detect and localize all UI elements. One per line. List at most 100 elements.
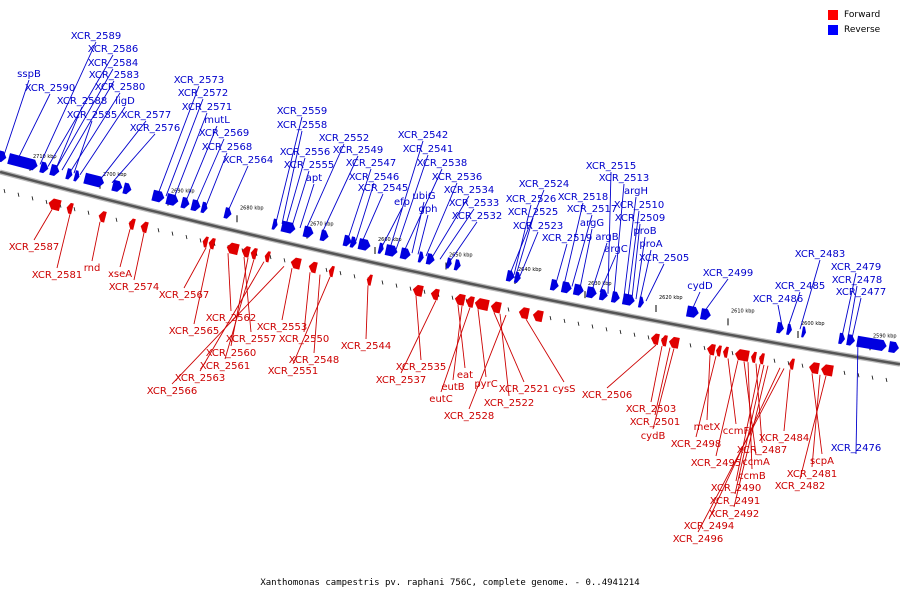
minor-tick [731, 351, 734, 356]
forward-gene-label: XCR_2482 [775, 481, 826, 492]
forward-leader-line [171, 265, 285, 385]
reverse-gene-arrow [621, 293, 635, 306]
forward-gene-label: scpA [810, 456, 834, 467]
minor-tick [451, 295, 454, 300]
reverse-gene-label: ubiG [412, 191, 435, 202]
forward-leader-line [477, 309, 487, 378]
forward-gene-arrow [366, 274, 373, 286]
reverse-leader-line [347, 168, 372, 240]
reverse-gene-arrow [685, 305, 699, 318]
forward-leader-line [183, 247, 207, 289]
legend-item-forward: Forward [828, 9, 890, 21]
forward-gene-arrow [716, 345, 722, 357]
forward-leader-line [695, 356, 717, 438]
reverse-gene-arrow [838, 332, 845, 345]
forward-gene-label: XCR_2491 [710, 496, 761, 507]
reverse-gene-arrow [151, 189, 165, 203]
reverse-gene-label: XCR_2584 [88, 58, 139, 69]
forward-gene-arrow [821, 364, 834, 377]
reverse-gene-label: XCR_2510 [614, 200, 665, 211]
forward-leader-line [292, 276, 331, 365]
minor-tick [269, 254, 272, 260]
reverse-leader-line [321, 155, 359, 234]
minor-tick [801, 363, 804, 368]
forward-gene-label: XCR_2521 [499, 384, 550, 395]
forward-gene-label: XCR_2562 [206, 313, 257, 324]
minor-tick [885, 377, 888, 383]
scale-tick-label: 2710 kbp [33, 154, 57, 160]
forward-leader-line [493, 312, 525, 383]
forward-leader-line [415, 295, 422, 361]
forward-leader-line [606, 344, 657, 389]
reverse-gene-arrow [342, 234, 352, 247]
reverse-leader-line [703, 278, 729, 313]
reverse-gene-label: XCR_2533 [449, 198, 500, 209]
forward-gene-label: XCR_2560 [206, 348, 257, 359]
reverse-leader-line [847, 285, 858, 338]
forward-gene-label: XCR_2492 [709, 509, 760, 520]
reverse-leader-line [291, 170, 310, 227]
reverse-leader-line [205, 152, 228, 207]
minor-tick [577, 321, 580, 326]
gene-track [0, 150, 899, 377]
forward-gene-arrow [128, 218, 136, 230]
reverse-gene-label: cydD [687, 281, 713, 292]
reverse-leader-line [39, 41, 97, 165]
forward-gene-arrow [66, 202, 74, 215]
forward-gene-label: XCR_2501 [630, 417, 681, 428]
reverse-gene-arrow [377, 242, 384, 254]
reverse-leader-line [591, 242, 608, 291]
reverse-leader-line [275, 116, 303, 223]
reverse-gene-label: argG [580, 218, 604, 229]
reverse-gene-arrow [776, 321, 784, 334]
forward-gene-label: XCR_2587 [9, 242, 60, 253]
forward-gene-arrow [490, 301, 502, 314]
reverse-gene-label: XCR_2541 [403, 144, 454, 155]
reverse-gene-arrow [384, 244, 398, 257]
minor-tick [549, 316, 552, 321]
reverse-gene-label: XCR_2572 [178, 88, 229, 99]
map-caption: Xanthomonas campestris pv. raphani 756C,… [260, 578, 640, 588]
reverse-gene-label: XCR_2485 [775, 281, 826, 292]
reverse-gene-arrow [417, 251, 424, 263]
forward-leader-line [697, 368, 785, 533]
forward-gene-arrow [250, 248, 258, 260]
forward-gene-label: XCR_2498 [671, 439, 722, 450]
forward-gene-label: XCR_2487 [737, 445, 788, 456]
forward-gene-label: XCR_2567 [159, 290, 210, 301]
reverse-leader-line [425, 182, 458, 257]
reverse-gene-label: XCR_2549 [333, 145, 384, 156]
forward-gene-label: eutC [429, 394, 452, 405]
forward-gene-label: XCR_2484 [759, 433, 810, 444]
forward-gene-arrow [328, 265, 335, 278]
reverse-gene-label: XCR_2576 [130, 123, 181, 134]
minor-tick [31, 196, 34, 201]
forward-gene-label: XCR_2494 [684, 521, 735, 532]
minor-tick [619, 329, 622, 335]
forward-leader-line [747, 362, 753, 470]
forward-leader-line [199, 261, 265, 372]
forward-gene-label: XCR_2557 [226, 334, 277, 345]
reverse-gene-label: argH [624, 186, 648, 197]
reverse-leader-line [299, 183, 315, 229]
reverse-leader-line [555, 243, 568, 284]
forward-gene-arrow [809, 362, 820, 375]
reverse-gene-arrow [302, 225, 314, 238]
minor-tick [339, 271, 342, 276]
forward-leader-line [133, 232, 145, 281]
reverse-gene-arrow [190, 199, 201, 212]
reverse-leader-line [513, 204, 532, 275]
reverse-gene-label: XCR_2524 [519, 179, 570, 190]
reverse-gene-arrow [637, 296, 644, 308]
reverse-gene-label: XCR_2478 [832, 275, 883, 286]
reverse-leader-line [599, 254, 617, 293]
reverse-gene-label: ligD [115, 96, 135, 107]
minor-tick [647, 335, 650, 340]
forward-swatch [828, 10, 838, 20]
minor-tick [563, 318, 566, 324]
forward-gene-arrow [723, 346, 729, 358]
reverse-gene-arrow [223, 207, 232, 219]
reverse-leader-line [607, 171, 612, 294]
forward-gene-label: XCR_2550 [279, 334, 330, 345]
reverse-gene-arrow [180, 196, 190, 209]
